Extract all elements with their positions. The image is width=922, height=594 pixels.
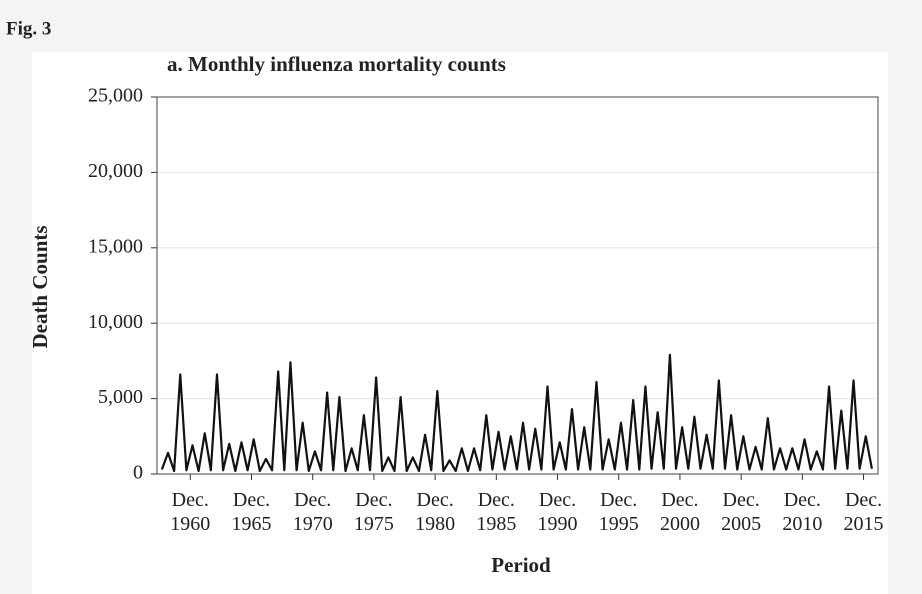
x-tick-label: Dec. 1960 [170, 489, 211, 535]
y-tick-label: 25,000 [88, 85, 143, 107]
data-line [160, 353, 873, 473]
x-tick-label: Dec. 1980 [415, 489, 456, 535]
y-tick-label: 0 [133, 462, 143, 484]
x-tick-label: Dec. 1975 [353, 489, 394, 535]
y-tick-label: 10,000 [88, 311, 143, 333]
y-tick-label: 15,000 [88, 235, 143, 257]
x-tick-label: Dec. 2000 [659, 489, 700, 535]
x-tick-label: Dec. 1995 [598, 489, 639, 535]
y-axis-label: Death Counts [28, 225, 52, 348]
x-tick-label: Dec. 1990 [537, 489, 578, 535]
x-tick-label: Dec. 2015 [843, 489, 884, 535]
x-tick-label: Dec. 1985 [476, 489, 517, 535]
y-tick-label: 5,000 [98, 386, 143, 408]
x-tick-label: Dec. 1970 [292, 489, 333, 535]
x-tick-label: Dec. 2010 [782, 489, 823, 535]
figure-label: Fig. 3 [6, 18, 51, 39]
x-tick-label: Dec. 1965 [231, 489, 272, 535]
chart-title: a. Monthly influenza mortality counts [167, 52, 506, 76]
x-axis-label: Period [491, 553, 551, 577]
x-tick-label: Dec. 2005 [721, 489, 762, 535]
y-tick-label: 20,000 [88, 160, 143, 182]
plot-frame [156, 96, 879, 475]
